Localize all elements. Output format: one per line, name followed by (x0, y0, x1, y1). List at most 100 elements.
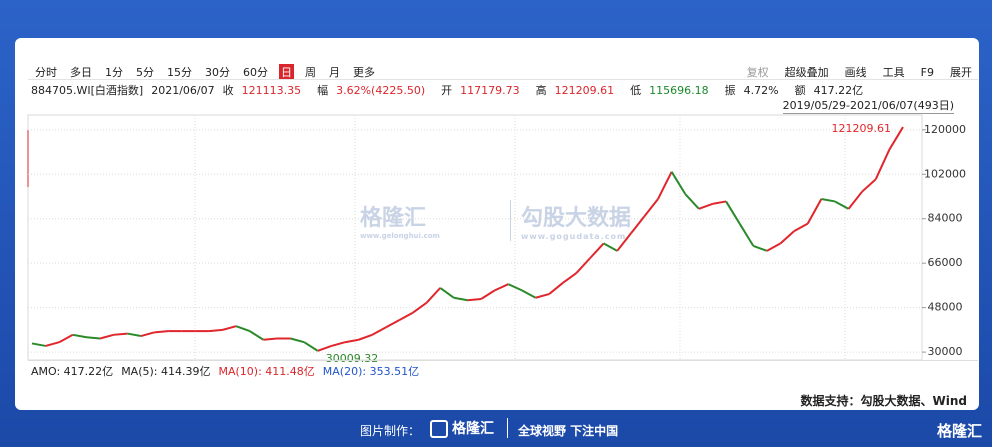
amo-item: AMO: 417.22亿 (31, 365, 114, 378)
period-tab[interactable]: 周 (305, 66, 316, 79)
price-segment (670, 171, 687, 195)
price-segment (317, 344, 332, 352)
price-segment (249, 330, 264, 341)
y-tick-label: 48000 (928, 301, 963, 314)
price-segment (874, 149, 891, 180)
corner-logo: 格隆汇 (936, 422, 982, 440)
price-segment (575, 257, 591, 274)
price-segment (834, 200, 850, 210)
price-segment (425, 287, 442, 304)
info-label: 开 (441, 84, 453, 97)
price-segment (684, 193, 700, 210)
price-segment (793, 222, 809, 232)
price-segment (290, 337, 305, 344)
price-segment (630, 215, 646, 235)
price-segment (99, 333, 114, 340)
amo-item: MA(10): 411.48亿 (218, 365, 315, 378)
info-item: 收 121113.35 (223, 84, 310, 97)
price-segment (521, 289, 537, 299)
tool-button[interactable]: 超级叠加 (784, 66, 829, 79)
info-label: 高 (535, 84, 547, 97)
period-tab[interactable]: 15分 (167, 66, 192, 79)
price-segment (643, 198, 659, 217)
price-segment (603, 242, 618, 252)
period-tab[interactable]: 更多 (353, 66, 375, 79)
info-item: 开 117179.73 (441, 84, 528, 97)
info-label: 振 (724, 84, 736, 97)
price-segment (821, 197, 836, 203)
v-grid (194, 115, 846, 360)
info-item: 振 4.72% (725, 84, 787, 97)
price-segment (453, 296, 468, 302)
info-item: 额 417.22亿 (795, 84, 872, 97)
made-by: 图片制作： (360, 424, 421, 438)
price-segment (698, 202, 713, 210)
footer-logo: 格隆汇 (430, 418, 494, 438)
min-annotation: 30009.32 (326, 352, 379, 365)
info-label: 低 (630, 84, 642, 97)
wm-url: www.gogudata.com (521, 232, 627, 241)
price-segment (725, 200, 741, 225)
footer-sep (507, 418, 508, 438)
period-tab[interactable]: 月 (329, 66, 340, 79)
tool-button[interactable]: 展开 (950, 66, 972, 79)
price-segment (480, 289, 496, 300)
price-segment (752, 244, 768, 252)
price-segment (398, 311, 414, 321)
info-value: 121113.35 (241, 84, 302, 97)
period-tab[interactable]: 60分 (243, 66, 268, 79)
price-segment (263, 337, 278, 341)
price-segment (222, 325, 237, 331)
price-segment (331, 341, 346, 347)
footer-brand: 格隆汇 (452, 421, 494, 437)
slogan: 全球视野 下注中国 (518, 424, 619, 438)
price-segment (712, 200, 727, 205)
info-bar: 884705.WI[白酒指数] 2021/06/07 收 121113.35 幅 3.62… (31, 82, 879, 98)
code: 884705.WI[白酒指数] (31, 84, 144, 97)
price-segment (45, 341, 60, 347)
price-segment (467, 298, 482, 302)
y-tick-label: 30000 (928, 345, 963, 358)
tool-button[interactable]: 复权 (746, 66, 769, 79)
price-segment (562, 272, 577, 284)
date: 2021/06/07 (151, 84, 215, 97)
period-tab[interactable]: 多日 (70, 66, 92, 79)
price-segment (779, 230, 795, 245)
period-tab[interactable]: 1分 (105, 66, 123, 79)
amo-item: MA(20): 353.51亿 (322, 365, 420, 378)
info-value: 117179.73 (460, 84, 520, 97)
price-segment (303, 341, 319, 352)
period-bar: 分时 多日 1分 5分 15分 30分 60分日周月更多 (33, 64, 386, 80)
price-segment (385, 319, 400, 329)
tool-bar: 复权 超级叠加 画线 工具 F9 展开 (731, 64, 972, 80)
info-value: 115696.18 (649, 84, 709, 97)
info-label: 收 (222, 84, 234, 97)
price-segment (439, 287, 455, 299)
price-segment (344, 338, 359, 344)
y-tick-label: 84000 (928, 212, 963, 225)
watermark: 勾股大数据 www.gogudata.com (510, 200, 631, 241)
tool-button[interactable]: 工具 (882, 66, 905, 79)
period-tab[interactable]: 日 (279, 64, 294, 80)
price-segment (208, 328, 223, 333)
period-tab[interactable]: 分时 (35, 66, 57, 79)
price-segment (127, 332, 142, 338)
period-tab[interactable]: 5分 (136, 66, 154, 79)
tool-button[interactable]: F9 (920, 66, 934, 79)
price-segment (738, 223, 755, 247)
y-tick-label: 66000 (928, 256, 963, 269)
price-segment (58, 333, 74, 344)
price-segment (140, 331, 155, 338)
price-segment (847, 190, 863, 210)
y-tick-label: 102000 (924, 167, 966, 180)
tool-button[interactable]: 画线 (844, 66, 867, 79)
period-tab[interactable]: 30分 (205, 66, 230, 79)
price-segment (72, 333, 87, 339)
price-segment (412, 301, 428, 314)
price-segment (861, 178, 877, 193)
price-segment (494, 283, 509, 292)
price-segment (589, 242, 605, 259)
range: 2019/05/29-2021/06/07(493日) (782, 99, 954, 114)
